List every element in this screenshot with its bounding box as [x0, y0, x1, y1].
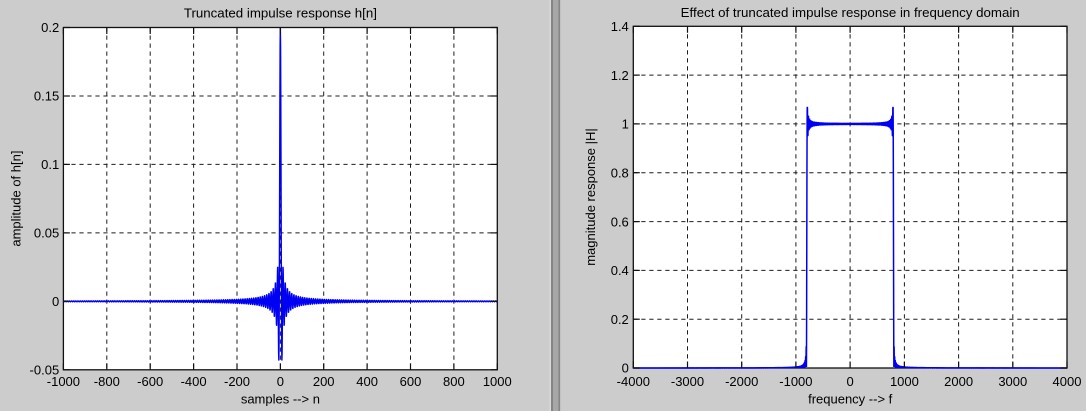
svg-text:0: 0: [52, 294, 59, 309]
svg-text:0: 0: [277, 374, 284, 389]
svg-text:amplitude of h[n]: amplitude of h[n]: [9, 151, 24, 247]
svg-text:0.1: 0.1: [41, 157, 59, 172]
svg-text:-4000: -4000: [617, 374, 650, 389]
svg-text:2000: 2000: [944, 374, 973, 389]
svg-text:-600: -600: [137, 374, 163, 389]
svg-text:1: 1: [622, 117, 629, 132]
svg-text:1.2: 1.2: [611, 68, 629, 83]
svg-text:frequency --> f: frequency --> f: [808, 392, 893, 407]
svg-text:0.05: 0.05: [34, 226, 59, 241]
svg-text:-2000: -2000: [725, 374, 758, 389]
svg-text:1000: 1000: [890, 374, 919, 389]
svg-text:0.15: 0.15: [34, 89, 59, 104]
svg-text:0: 0: [846, 374, 853, 389]
svg-text:400: 400: [356, 374, 378, 389]
svg-text:4000: 4000: [1053, 374, 1082, 389]
svg-text:0: 0: [622, 361, 629, 376]
svg-text:-0.05: -0.05: [30, 363, 60, 378]
svg-text:600: 600: [400, 374, 422, 389]
svg-text:-3000: -3000: [671, 374, 704, 389]
svg-text:0.8: 0.8: [611, 165, 629, 180]
svg-text:1.4: 1.4: [611, 19, 629, 34]
svg-text:0.2: 0.2: [41, 20, 59, 35]
svg-text:-800: -800: [94, 374, 120, 389]
svg-text:Effect of truncated impulse re: Effect of truncated impulse response in …: [681, 5, 1020, 20]
svg-text:200: 200: [313, 374, 335, 389]
svg-text:3000: 3000: [998, 374, 1027, 389]
svg-text:-1000: -1000: [779, 374, 812, 389]
svg-text:-200: -200: [224, 374, 250, 389]
svg-text:samples --> n: samples --> n: [241, 392, 320, 407]
svg-text:-400: -400: [181, 374, 207, 389]
svg-text:Truncated impulse response h[n: Truncated impulse response h[n]: [184, 6, 377, 21]
svg-text:0.4: 0.4: [611, 263, 629, 278]
svg-text:magnitude response |H|: magnitude response |H|: [583, 128, 598, 266]
svg-text:0.2: 0.2: [611, 312, 629, 327]
svg-text:1000: 1000: [483, 374, 512, 389]
svg-text:0.6: 0.6: [611, 214, 629, 229]
svg-text:800: 800: [443, 374, 465, 389]
svg-text:-1000: -1000: [47, 374, 80, 389]
